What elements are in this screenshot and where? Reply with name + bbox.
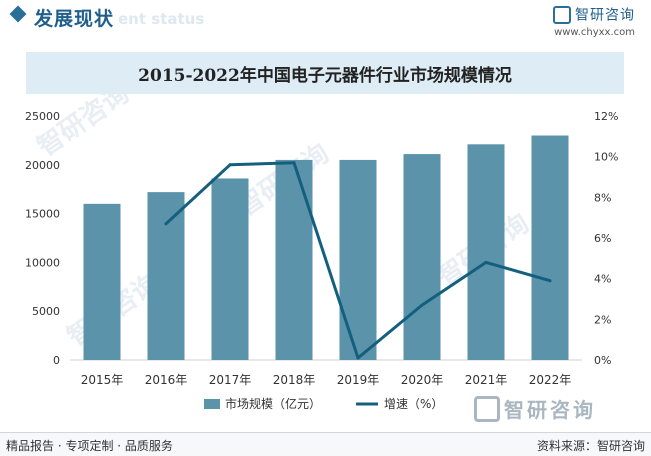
header-ghost-text: ent status [118,10,205,28]
footer: 精品报告 · 专项定制 · 品质服务 资料来源：智研咨询 [0,432,651,456]
x-tick-label: 2016年 [145,373,188,387]
bottom-logo-icon [474,395,500,422]
brand-url: www.chyxx.com [554,26,635,38]
header-title: 发展现状 [34,8,115,30]
legend-swatch-bar [204,399,220,409]
bar [83,203,121,360]
brand-name: 智研咨询 [575,7,635,24]
page-header: ent status 发展现状 智研咨询 www.chyxx.com [0,0,651,40]
bottom-logo-text: 智研咨询 [504,398,596,422]
y2-tick-label: 6% [594,232,611,245]
bar [339,159,377,360]
y2-tick-label: 4% [594,273,611,286]
line-point [420,303,424,307]
y2-tick-label: 12% [594,110,618,123]
line-point [356,356,360,360]
y-tick-label: 5000 [32,305,60,318]
line-point [548,279,552,283]
chart-title: 2015-2022年中国电子元器件行业市场规模情况 [138,65,512,86]
y-tick-label: 10000 [25,256,60,269]
bar [211,178,249,360]
bottom-logo: 智研咨询 [474,394,596,423]
line-point [228,163,232,167]
x-tick-label: 2018年 [273,373,316,387]
source-note: 资料来源：智研咨询 [536,439,645,453]
chart: 0 5000 10000 15000 20000 25000 0% 2% 4% 6% 8% 10% 12… [25,110,618,411]
legend-label: 市场规模（亿元） [225,396,321,411]
y2-tick-label: 0% [594,354,611,367]
x-tick-label: 2019年 [337,373,380,387]
y2-tick-label: 10% [594,151,618,164]
y2-tick-label: 8% [594,191,611,204]
bar [275,159,313,360]
bar [531,135,569,360]
y-tick-label: 20000 [25,159,60,172]
x-tick-label: 2017年 [209,373,252,387]
line-point [164,222,168,226]
y-tick-label: 15000 [25,208,60,221]
legend-label: 增速（%） [384,397,443,411]
bar [403,154,441,360]
x-tick-label: 2020年 [401,373,444,387]
x-tick-label: 2015年 [81,373,124,387]
x-tick-label: 2022年 [529,373,572,387]
x-tick-label: 2021年 [465,373,508,387]
chart-title-banner: 2015-2022年中国电子元器件行业市场规模情况 [26,52,624,94]
brand-logo-icon [553,5,571,24]
y2-tick-label: 2% [594,313,611,326]
brand: 智研咨询 www.chyxx.com [553,4,635,38]
y-tick-label: 0 [53,354,60,367]
line-point [292,161,296,165]
bar [467,144,505,360]
y-tick-label: 25000 [25,110,60,123]
footer-slogan: 精品报告 · 专项定制 · 品质服务 [6,439,173,453]
bar [147,192,185,360]
line-point [484,260,488,264]
